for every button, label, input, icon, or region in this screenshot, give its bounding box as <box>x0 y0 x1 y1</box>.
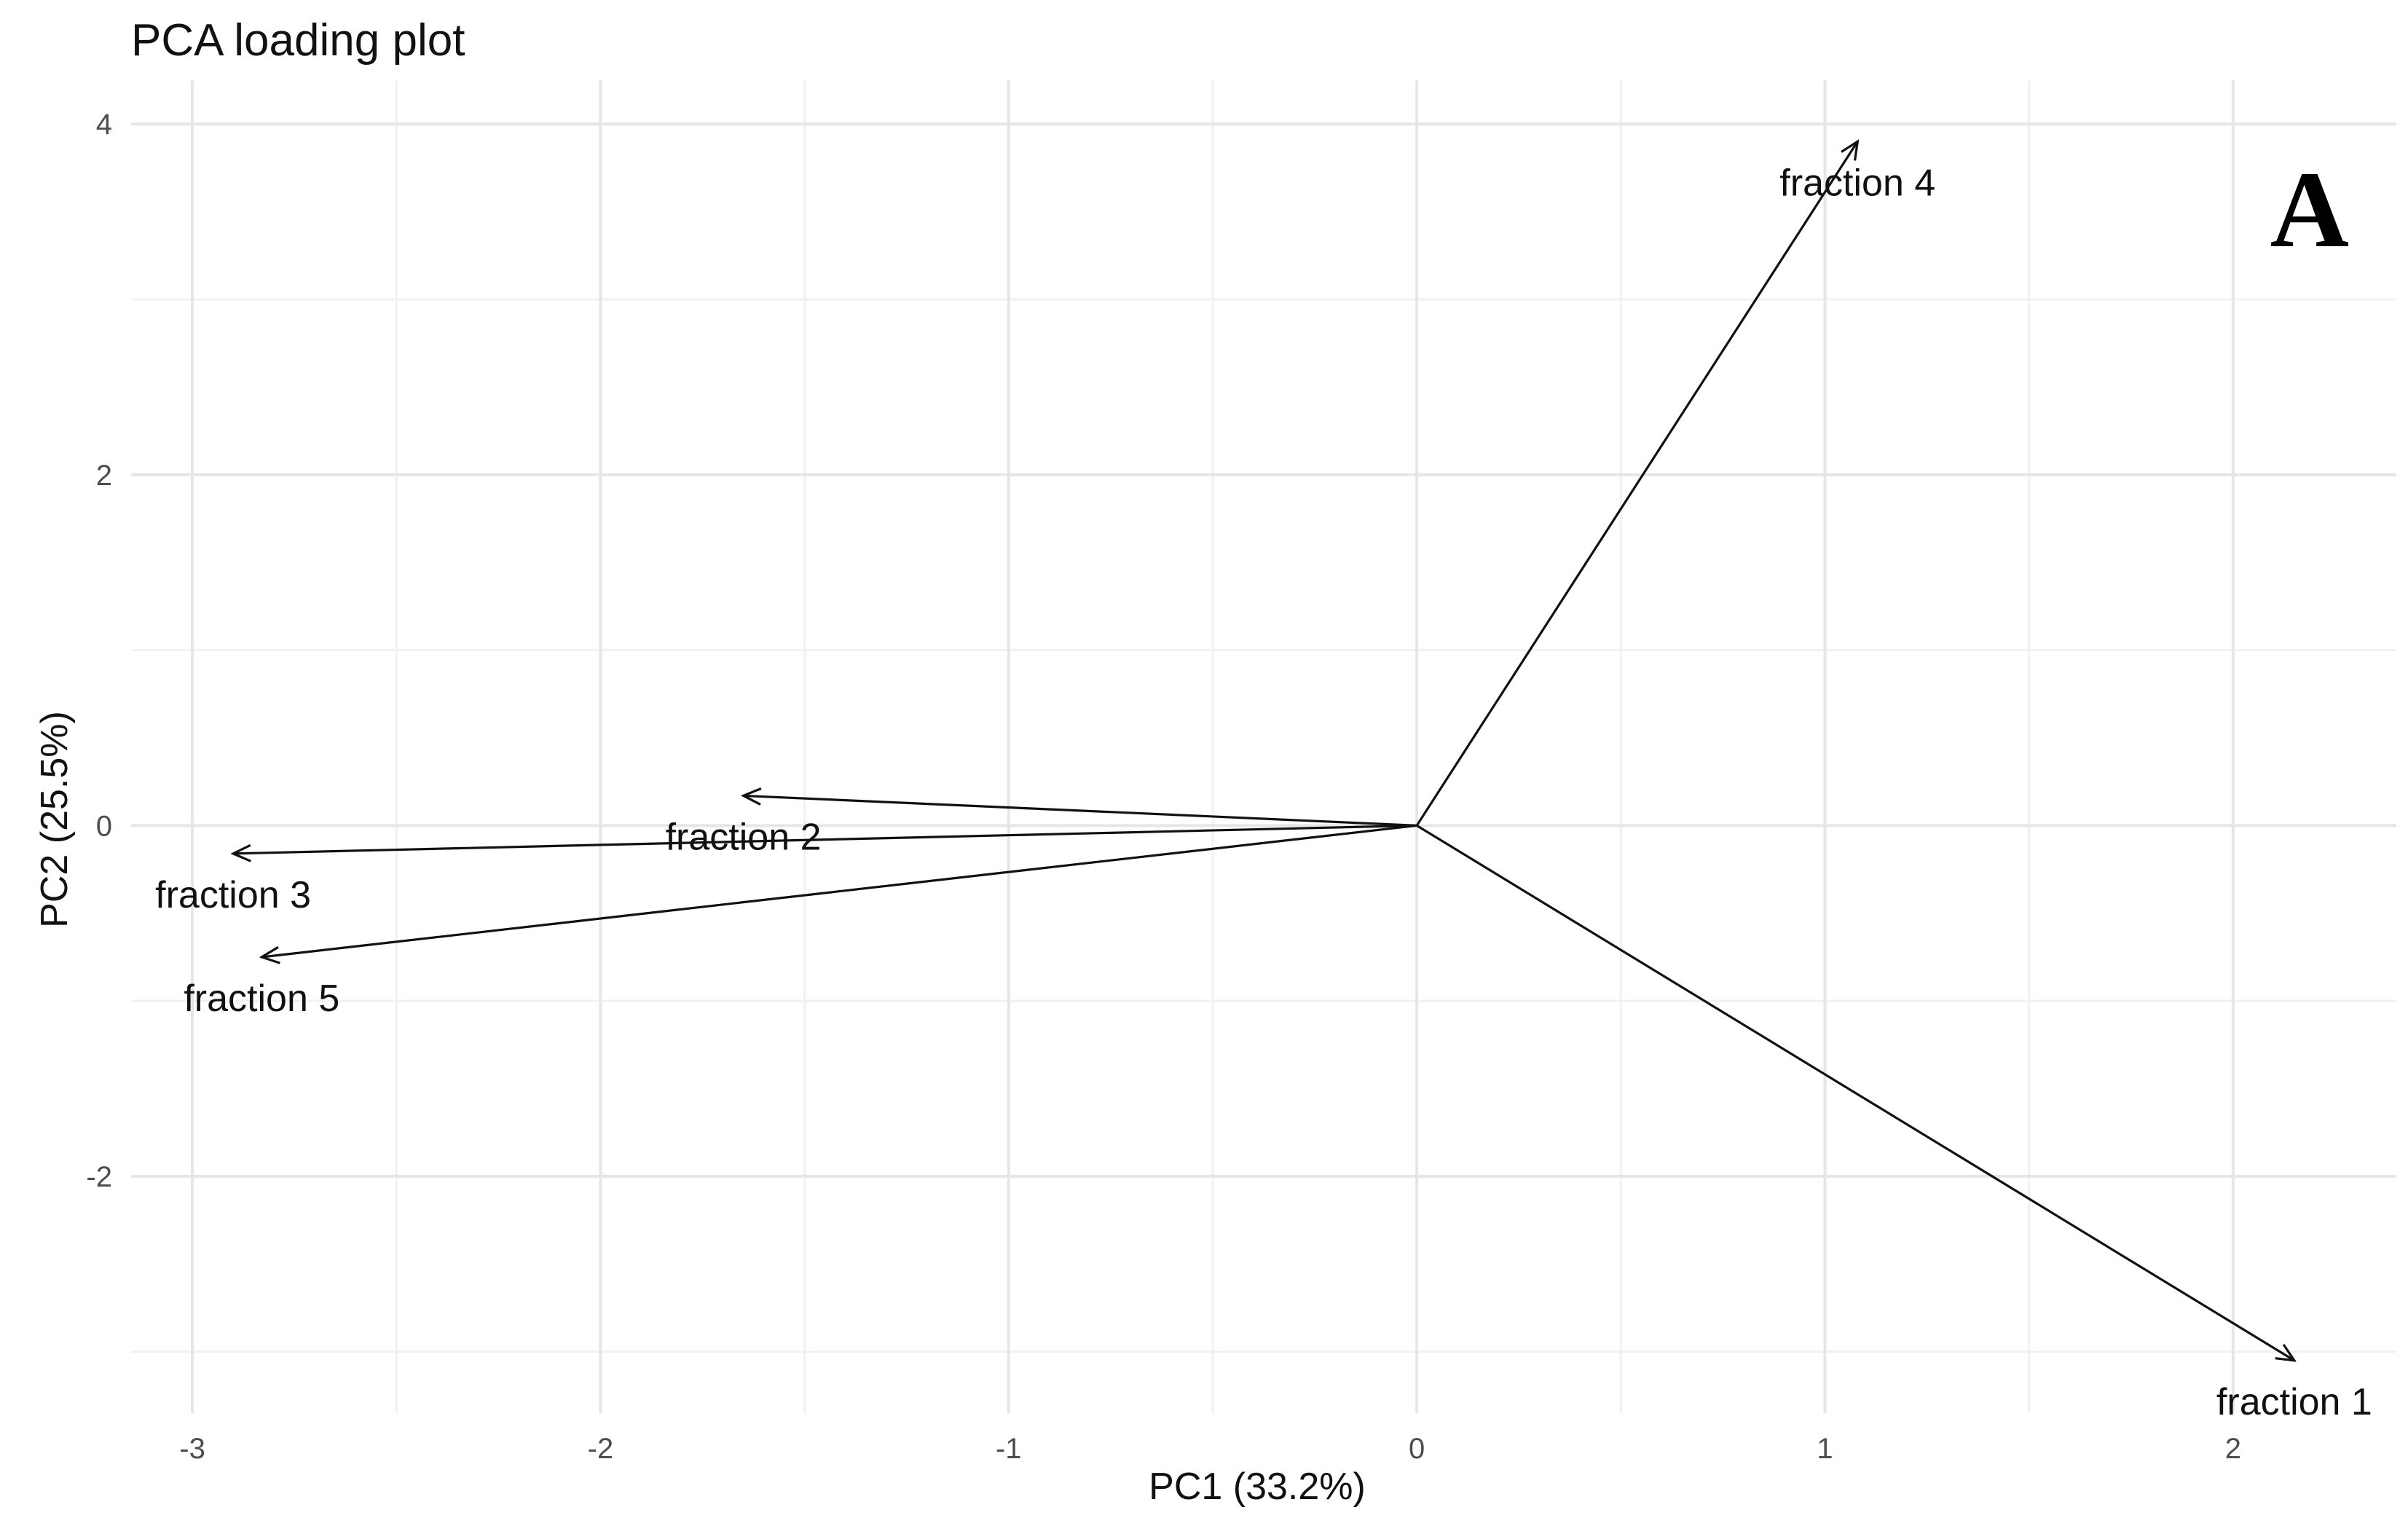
x-tick-label: -3 <box>179 1433 205 1465</box>
vector-label-fraction-2: fraction 2 <box>666 816 822 858</box>
grid <box>131 80 2396 1413</box>
vector-label-fraction-3: fraction 3 <box>155 874 311 916</box>
loading-vector-fraction-4 <box>1415 141 1857 827</box>
vector-labels: fraction 1 fraction 2 fraction 3 fraction 4… <box>155 162 2372 1423</box>
y-tick-label: -2 <box>86 1161 112 1193</box>
vector-label-fraction-5: fraction 5 <box>184 978 339 1020</box>
y-tick-label: 0 <box>96 810 112 842</box>
x-tick-label: 1 <box>1817 1433 1833 1465</box>
y-tick-label: 4 <box>96 109 112 141</box>
loading-vector-fraction-3 <box>233 824 1417 854</box>
x-tick-label: -2 <box>588 1433 614 1465</box>
x-tick-label: -1 <box>996 1433 1022 1465</box>
loading-vector-fraction-1 <box>1416 824 2294 1360</box>
chart-title: PCA loading plot <box>131 15 465 66</box>
y-tick-label: 2 <box>96 460 112 492</box>
loading-vector-fraction-5 <box>261 824 1417 957</box>
x-axis-label: PC1 (33.2%) <box>1149 1466 1366 1508</box>
loading-vectors <box>233 141 2294 1360</box>
vector-label-fraction-1: fraction 1 <box>2216 1381 2372 1423</box>
vector-label-fraction-4: fraction 4 <box>1779 162 1935 204</box>
y-axis-label: PC2 (25.5%) <box>34 711 76 928</box>
tick-labels: -3 -2 -1 0 1 2 -2 0 2 4 <box>86 109 2241 1465</box>
loading-vector-fraction-2 <box>744 795 1417 827</box>
panel-letter: A <box>2270 149 2349 270</box>
x-tick-label: 2 <box>2225 1433 2241 1465</box>
x-tick-label: 0 <box>1409 1433 1425 1465</box>
